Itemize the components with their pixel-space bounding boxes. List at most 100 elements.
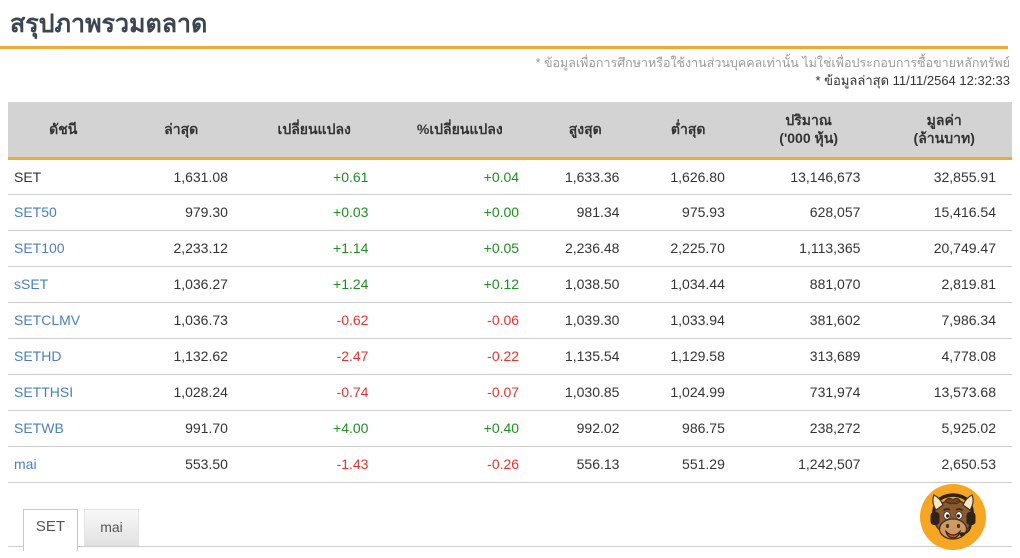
value-value: 2,819.81 xyxy=(876,266,1012,303)
index-link[interactable]: SET100 xyxy=(8,230,119,267)
low-value: 1,626.80 xyxy=(635,158,741,195)
pct-change-value: -0.22 xyxy=(384,338,536,375)
change-value: +1.24 xyxy=(243,266,385,303)
change-value: +0.03 xyxy=(243,194,385,231)
low-value: 1,129.58 xyxy=(635,338,741,375)
index-link[interactable]: SET50 xyxy=(8,194,119,231)
footer-tab-bar: SET mai xyxy=(0,483,1020,551)
col-header-change: เปลี่ยนแปลง xyxy=(243,102,385,160)
col-header-pct-change: %เปลี่ยนแปลง xyxy=(384,102,536,160)
volume-value: 313,689 xyxy=(740,338,877,375)
volume-value: 731,974 xyxy=(740,374,877,411)
index-link[interactable]: SETHD xyxy=(8,338,119,375)
value-value: 32,855.91 xyxy=(876,158,1012,195)
last-value: 1,036.73 xyxy=(118,302,244,339)
volume-value: 381,602 xyxy=(740,302,877,339)
tab-bar-divider xyxy=(8,545,1012,547)
bull-mascot-icon[interactable] xyxy=(920,483,986,550)
low-value: 551.29 xyxy=(635,446,741,483)
high-value: 1,038.50 xyxy=(535,266,636,303)
page-title: สรุปภาพรวมตลาด xyxy=(10,10,208,38)
value-value: 4,778.08 xyxy=(876,338,1012,375)
change-value: -0.74 xyxy=(243,374,385,411)
high-value: 1,633.36 xyxy=(535,158,636,195)
value-value: 2,650.53 xyxy=(876,446,1012,483)
volume-value: 881,070 xyxy=(740,266,877,303)
high-value: 556.13 xyxy=(535,446,636,483)
index-link[interactable]: SETTHSI xyxy=(8,374,119,411)
table-row: SET 1,631.08 +0.61 +0.04 1,633.36 1,626.80 13,… xyxy=(8,158,1012,195)
last-value: 1,631.08 xyxy=(118,158,244,195)
index-link[interactable]: sSET xyxy=(8,266,119,303)
table-header-row: ดัชนี ล่าสุด เปลี่ยนแปลง %เปลี่ยนแปลง สู… xyxy=(8,102,1012,160)
index-link[interactable]: SETWB xyxy=(8,410,119,447)
high-value: 2,236.48 xyxy=(535,230,636,267)
change-value: -0.62 xyxy=(243,302,385,339)
pct-change-value: +0.40 xyxy=(384,410,536,447)
pct-change-value: +0.05 xyxy=(384,230,536,267)
value-value: 7,986.34 xyxy=(876,302,1012,339)
change-value: +4.00 xyxy=(243,410,385,447)
index-link[interactable]: SETCLMV xyxy=(8,302,119,339)
index-label: SET xyxy=(8,158,119,195)
change-value: +1.14 xyxy=(243,230,385,267)
bull-mascot-svg xyxy=(920,483,986,550)
pct-change-value: +0.12 xyxy=(384,266,536,303)
last-value: 2,233.12 xyxy=(118,230,244,267)
table-row: SETTHSI 1,028.24 -0.74 -0.07 1,030.85 1,024.9… xyxy=(8,374,1012,411)
market-summary-table: ดัชนี ล่าสุด เปลี่ยนแปลง %เปลี่ยนแปลง สู… xyxy=(8,102,1012,483)
volume-value: 628,057 xyxy=(740,194,877,231)
low-value: 1,033.94 xyxy=(635,302,741,339)
title-underline-divider xyxy=(0,46,1008,49)
change-value: -2.47 xyxy=(243,338,385,375)
change-value: +0.61 xyxy=(243,158,385,195)
value-value: 13,573.68 xyxy=(876,374,1012,411)
pct-change-value: -0.07 xyxy=(384,374,536,411)
col-header-low: ต่ำสุด xyxy=(635,102,741,160)
pct-change-value: +0.00 xyxy=(384,194,536,231)
table-row: SET100 2,233.12 +1.14 +0.05 2,236.48 2,225.70… xyxy=(8,230,1012,267)
pct-change-value: +0.04 xyxy=(384,158,536,195)
table-row: SET50 979.30 +0.03 +0.00 981.34 975.93 628,057… xyxy=(8,194,1012,231)
change-value: -1.43 xyxy=(243,446,385,483)
last-value: 1,132.62 xyxy=(118,338,244,375)
tab-set[interactable]: SET xyxy=(23,508,78,551)
volume-value: 13,146,673 xyxy=(740,158,877,195)
market-table-body: SET 1,631.08 +0.61 +0.04 1,633.36 1,626.80 13,… xyxy=(8,158,1012,483)
col-header-index: ดัชนี xyxy=(8,102,119,160)
last-updated-text: * ข้อมูลล่าสุด 11/11/2564 12:32:33 xyxy=(815,73,1010,88)
pct-change-value: -0.26 xyxy=(384,446,536,483)
last-value: 1,028.24 xyxy=(118,374,244,411)
disclaimer-block: * ข้อมูลเพื่อการศึกษาหรือใช้งานส่วนบุคคล… xyxy=(0,54,1010,90)
col-header-volume: ปริมาณ ('000 หุ้น) xyxy=(740,102,877,160)
index-link[interactable]: mai xyxy=(8,446,119,483)
low-value: 975.93 xyxy=(635,194,741,231)
last-value: 979.30 xyxy=(118,194,244,231)
table-row: SETWB 991.70 +4.00 +0.40 992.02 986.75 238,272… xyxy=(8,410,1012,447)
value-value: 5,925.02 xyxy=(876,410,1012,447)
pct-change-value: -0.06 xyxy=(384,302,536,339)
volume-value: 1,113,365 xyxy=(740,230,877,267)
low-value: 986.75 xyxy=(635,410,741,447)
table-row: SETCLMV 1,036.73 -0.62 -0.06 1,039.30 1,033.9… xyxy=(8,302,1012,339)
table-row: SETHD 1,132.62 -2.47 -0.22 1,135.54 1,129.58 3… xyxy=(8,338,1012,375)
col-header-value: มูลค่า (ล้านบาท) xyxy=(876,102,1012,160)
last-value: 991.70 xyxy=(118,410,244,447)
high-value: 1,030.85 xyxy=(535,374,636,411)
high-value: 1,039.30 xyxy=(535,302,636,339)
low-value: 2,225.70 xyxy=(635,230,741,267)
low-value: 1,024.99 xyxy=(635,374,741,411)
low-value: 1,034.44 xyxy=(635,266,741,303)
value-value: 15,416.54 xyxy=(876,194,1012,231)
table-row: sSET 1,036.27 +1.24 +0.12 1,038.50 1,034.44 88… xyxy=(8,266,1012,303)
disclaimer-text: * ข้อมูลเพื่อการศึกษาหรือใช้งานส่วนบุคคล… xyxy=(535,56,1010,70)
volume-value: 1,242,507 xyxy=(740,446,877,483)
table-row: mai 553.50 -1.43 -0.26 556.13 551.29 1,242,507… xyxy=(8,446,1012,483)
high-value: 992.02 xyxy=(535,410,636,447)
last-value: 1,036.27 xyxy=(118,266,244,303)
high-value: 1,135.54 xyxy=(535,338,636,375)
high-value: 981.34 xyxy=(535,194,636,231)
last-value: 553.50 xyxy=(118,446,244,483)
tab-mai[interactable]: mai xyxy=(84,508,139,546)
col-header-high: สูงสุด xyxy=(535,102,636,160)
